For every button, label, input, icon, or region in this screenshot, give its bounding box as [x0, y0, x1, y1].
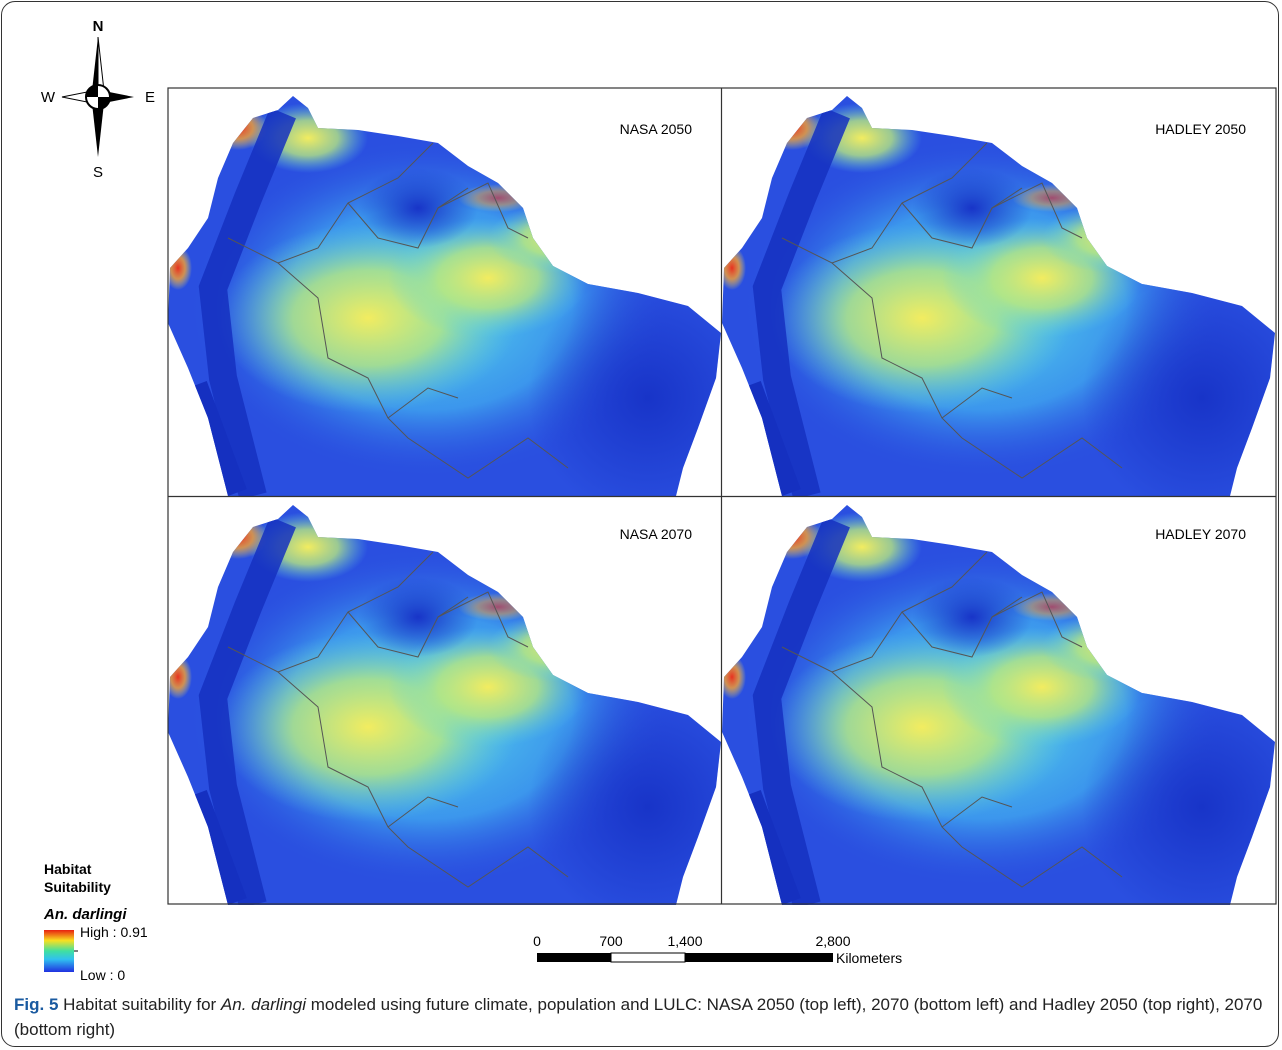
compass: N S W E [41, 18, 155, 181]
legend-low: Low : 0 [80, 967, 125, 983]
legend: Habitat Suitability An. darlingi High : … [43, 861, 148, 983]
panel-label: HADLEY 2070 [1155, 526, 1246, 542]
caption-species: An. darlingi [220, 995, 306, 1014]
scale-label: 1,400 [667, 933, 702, 949]
compass-west: W [41, 89, 56, 106]
compass-east: E [145, 89, 155, 106]
scale-bar: 0 700 1,400 2,800 Kilometers [533, 933, 902, 966]
panel-label: HADLEY 2050 [1155, 121, 1246, 137]
legend-title: Suitability [44, 879, 111, 895]
scale-unit: Kilometers [836, 950, 902, 966]
legend-species: An. darlingi [43, 906, 127, 923]
caption-text: Habitat suitability for [58, 995, 221, 1014]
color-ramp [44, 930, 74, 972]
caption-label: Fig. 5 [14, 995, 59, 1014]
map-panel [164, 497, 768, 927]
compass-south: S [93, 164, 103, 181]
compass-north: N [93, 18, 104, 35]
legend-title: Habitat [44, 861, 92, 877]
scale-label: 2,800 [815, 933, 850, 949]
figure: N S W E NASA 2050 HADLEY 2050 NASA 2070 … [41, 18, 1282, 983]
panel-label: NASA 2050 [620, 121, 693, 137]
map-grid: NASA 2050 HADLEY 2050 NASA 2070 HADLEY 2… [164, 88, 1282, 927]
map-panel [718, 88, 1282, 518]
panel-label: NASA 2070 [620, 526, 693, 542]
figure-caption: Fig. 5 Habitat suitability for An. darli… [14, 992, 1269, 1042]
map-panel [718, 497, 1282, 927]
scale-label: 700 [599, 933, 623, 949]
caption-text: modeled using future climate, population… [14, 995, 1263, 1039]
scale-label: 0 [533, 933, 541, 949]
map-panel [164, 88, 768, 518]
legend-high: High : 0.91 [80, 924, 148, 940]
